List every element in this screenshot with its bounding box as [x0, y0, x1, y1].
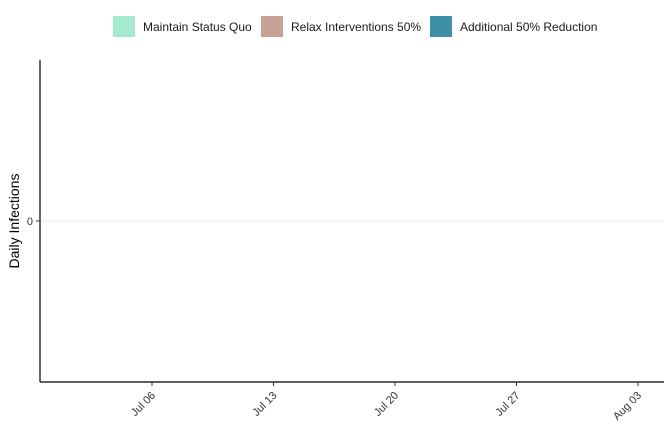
x-tick-label: Jul 06 — [129, 390, 158, 419]
legend-swatch — [261, 16, 283, 37]
x-tick-label: Aug 03 — [611, 390, 644, 423]
x-tick-label: Jul 20 — [372, 390, 401, 419]
legend-swatch — [430, 16, 452, 37]
y-axis-title: Daily Infections — [6, 174, 22, 269]
legend-swatch — [113, 16, 135, 37]
legend-label: Relax Interventions 50% — [291, 20, 421, 34]
legend-label: Maintain Status Quo — [143, 20, 252, 34]
y-tick-label: 0 — [27, 216, 33, 228]
x-tick-label: Jul 27 — [493, 390, 522, 419]
legend-label: Additional 50% Reduction — [460, 20, 597, 34]
y-ticks: 0 — [27, 216, 40, 228]
legend: Maintain Status Quo Relax Interventions 5… — [113, 16, 597, 37]
x-ticks: Jul 06 Jul 13 Jul 20 Jul 27 Aug 03 — [129, 382, 644, 423]
x-tick-label: Jul 13 — [250, 390, 279, 419]
